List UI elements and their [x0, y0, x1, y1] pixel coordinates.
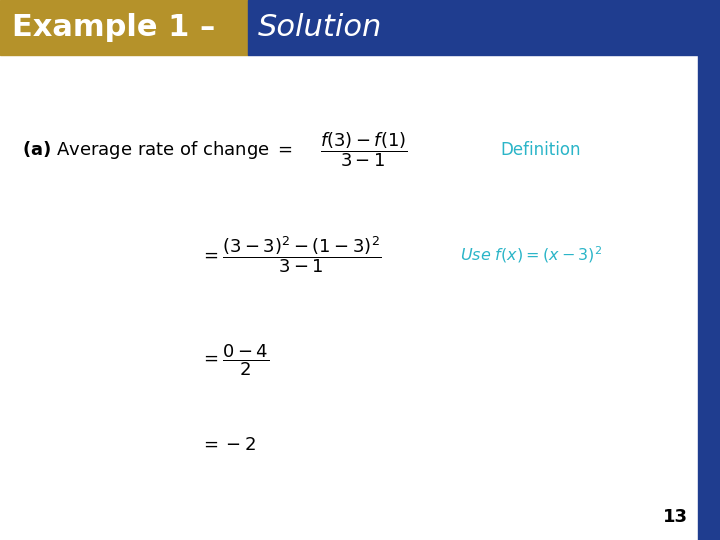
Text: Solution: Solution	[258, 13, 382, 42]
Bar	[698, 0, 720, 540]
Bar	[0, 0, 248, 55]
Text: $=\dfrac{(3-3)^{2}-(1-3)^{2}}{3-1}$: $=\dfrac{(3-3)^{2}-(1-3)^{2}}{3-1}$	[200, 234, 382, 275]
Text: Use $f(x) = (x-3)^{2}$: Use $f(x) = (x-3)^{2}$	[460, 245, 602, 265]
Text: Definition: Definition	[500, 141, 580, 159]
Text: 13: 13	[663, 508, 688, 526]
Text: $\dfrac{f(3)-f(1)}{3-1}$: $\dfrac{f(3)-f(1)}{3-1}$	[320, 131, 408, 170]
Text: $\mathbf{(a)}$ Average rate of change $=$: $\mathbf{(a)}$ Average rate of change $=…	[22, 139, 293, 161]
Text: $=-2$: $=-2$	[200, 436, 256, 454]
Bar	[248, 0, 698, 55]
Text: $=\dfrac{0-4}{2}$: $=\dfrac{0-4}{2}$	[200, 342, 269, 378]
Text: Example 1 –: Example 1 –	[12, 13, 226, 42]
